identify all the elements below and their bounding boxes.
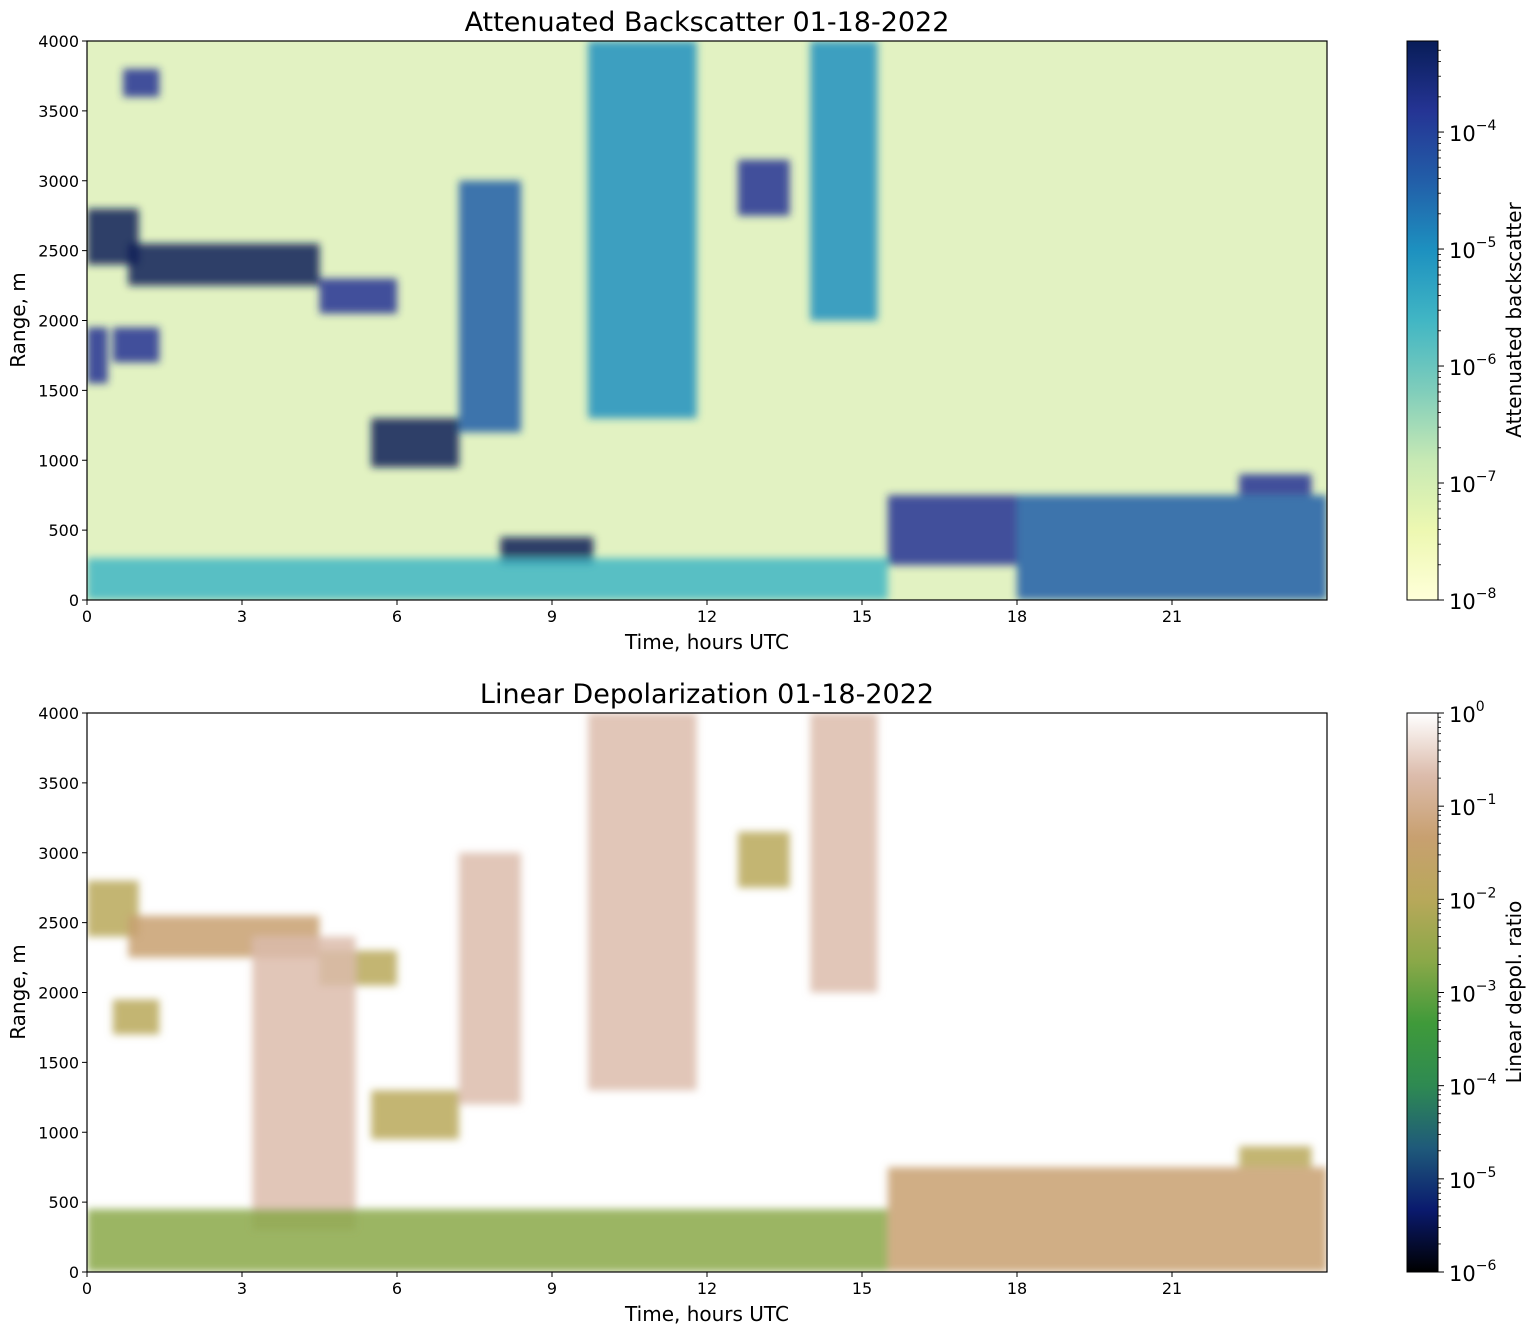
x-tick-label: 6 <box>392 607 402 626</box>
colorbar-tick-label: 10−6 <box>1449 352 1496 380</box>
backscatter-colorbar-frame <box>1406 40 1439 601</box>
backscatter-feature <box>459 180 521 433</box>
backscatter-colorbar-label: Attenuated backscatter <box>1502 201 1526 437</box>
depolarization-feature <box>371 1090 459 1140</box>
depolarization-x-label: Time, hours UTC <box>624 1302 789 1326</box>
backscatter-feature <box>87 558 888 600</box>
x-tick-label: 12 <box>697 607 717 626</box>
colorbar-tick-label: 10−2 <box>1449 885 1496 913</box>
y-tick-label: 500 <box>48 1193 79 1212</box>
backscatter-feature <box>1239 474 1312 496</box>
x-tick-label: 9 <box>547 1279 557 1298</box>
depolarization-feature <box>1239 1146 1312 1168</box>
colorbar-tick-label: 10−3 <box>1449 979 1496 1007</box>
depolarization-feature <box>887 1167 1017 1272</box>
depolarization-feature <box>1017 1167 1327 1272</box>
backscatter-feature <box>588 41 697 419</box>
backscatter-colorbar-fill <box>1407 41 1438 600</box>
backscatter-feature <box>738 159 790 216</box>
backscatter-y-ticks: 0 500 1000 1500 2000 2500 3000 3500 4000 <box>38 32 87 610</box>
colorbar-tick-label: 10−7 <box>1449 469 1496 497</box>
colorbar-tick-label: 10−5 <box>1449 1165 1496 1193</box>
depolarization-x-ticks: 0 3 6 9 12 15 18 21 <box>82 1272 1182 1298</box>
backscatter-x-label: Time, hours UTC <box>624 630 789 654</box>
colorbar-tick-label: 10−4 <box>1449 1072 1496 1100</box>
backscatter-feature <box>887 495 1017 566</box>
depolarization-y-label: Range, m <box>6 944 30 1040</box>
depolarization-colorbar-label: Linear depol. ratio <box>1502 901 1526 1084</box>
y-tick-label: 2000 <box>38 984 79 1003</box>
backscatter-feature <box>1017 495 1327 600</box>
y-tick-label: 1500 <box>38 1053 79 1072</box>
backscatter-feature <box>810 41 878 321</box>
depolarization-feature <box>112 999 160 1035</box>
depolarization-panel: Linear Depolarization 01-18-2022 0 3 6 9 12 1… <box>6 679 1526 1326</box>
depolarization-y-ticks: 0 500 1000 1500 2000 2500 3000 3500 4000 <box>38 704 87 1282</box>
y-tick-label: 2000 <box>38 312 79 331</box>
x-tick-label: 18 <box>1007 1279 1027 1298</box>
x-tick-label: 18 <box>1007 607 1027 626</box>
backscatter-x-ticks: 0 3 6 9 12 15 18 21 <box>82 600 1182 626</box>
x-tick-label: 9 <box>547 607 557 626</box>
depolarization-colorbar-fill <box>1407 713 1438 1272</box>
backscatter-feature <box>371 418 459 468</box>
backscatter-colorbar-ticks: 10−8 10−7 10−6 10−5 10−4 <box>1438 49 1496 614</box>
x-tick-label: 0 <box>82 607 92 626</box>
x-tick-label: 21 <box>1162 1279 1182 1298</box>
depolarization-feature <box>459 852 521 1105</box>
x-tick-label: 21 <box>1162 607 1182 626</box>
backscatter-feature <box>123 68 160 97</box>
colorbar-tick-label: 10−6 <box>1449 1258 1496 1286</box>
x-tick-label: 3 <box>237 1279 247 1298</box>
depolarization-feature <box>87 1209 888 1272</box>
y-tick-label: 4000 <box>38 32 79 51</box>
backscatter-panel: Attenuated Backscatter 01-18-2022 0 3 6 9 12… <box>6 7 1526 654</box>
y-tick-label: 3000 <box>38 172 79 191</box>
y-tick-label: 500 <box>48 521 79 540</box>
y-tick-label: 3000 <box>38 844 79 863</box>
x-tick-label: 3 <box>237 607 247 626</box>
depolarization-colorbar-ticks: 10−6 10−5 10−4 10−3 10−2 10−1 100 <box>1438 699 1496 1286</box>
y-tick-label: 3500 <box>38 102 79 121</box>
x-tick-label: 6 <box>392 1279 402 1298</box>
backscatter-title: Attenuated Backscatter 01-18-2022 <box>465 7 950 38</box>
colorbar-tick-label: 10−1 <box>1449 792 1496 820</box>
y-tick-label: 1000 <box>38 1123 79 1142</box>
backscatter-y-label: Range, m <box>6 272 30 368</box>
colorbar-tick-label: 10−4 <box>1449 118 1496 146</box>
x-tick-label: 15 <box>852 1279 872 1298</box>
backscatter-colorbar: 10−8 10−7 10−6 10−5 10−4 Attenuated backscat… <box>1406 40 1526 614</box>
y-tick-label: 1500 <box>38 381 79 400</box>
backscatter-heatmap <box>87 41 1327 600</box>
depolarization-title: Linear Depolarization 01-18-2022 <box>480 679 934 710</box>
x-tick-label: 15 <box>852 607 872 626</box>
y-tick-label: 2500 <box>38 914 79 933</box>
y-tick-label: 0 <box>69 591 79 610</box>
colorbar-tick-label: 100 <box>1449 699 1485 727</box>
x-tick-label: 12 <box>697 1279 717 1298</box>
y-tick-label: 3500 <box>38 774 79 793</box>
x-tick-label: 0 <box>82 1279 92 1298</box>
colorbar-tick-label: 10−8 <box>1449 586 1496 614</box>
y-tick-label: 0 <box>69 1263 79 1282</box>
depolarization-colorbar: 10−6 10−5 10−4 10−3 10−2 10−1 100 Linear depol… <box>1406 699 1526 1286</box>
depolarization-feature <box>588 713 697 1091</box>
depolarization-feature <box>738 831 790 888</box>
backscatter-feature <box>128 243 320 286</box>
depolarization-feature <box>810 713 878 993</box>
backscatter-feature <box>87 327 108 384</box>
backscatter-feature <box>112 327 160 363</box>
depolarization-heatmap <box>87 713 1327 1272</box>
y-tick-label: 4000 <box>38 704 79 723</box>
y-tick-label: 2500 <box>38 242 79 261</box>
backscatter-feature <box>319 278 397 314</box>
colorbar-tick-label: 10−5 <box>1449 235 1496 263</box>
y-tick-label: 1000 <box>38 451 79 470</box>
depolarization-feature <box>252 936 356 1231</box>
